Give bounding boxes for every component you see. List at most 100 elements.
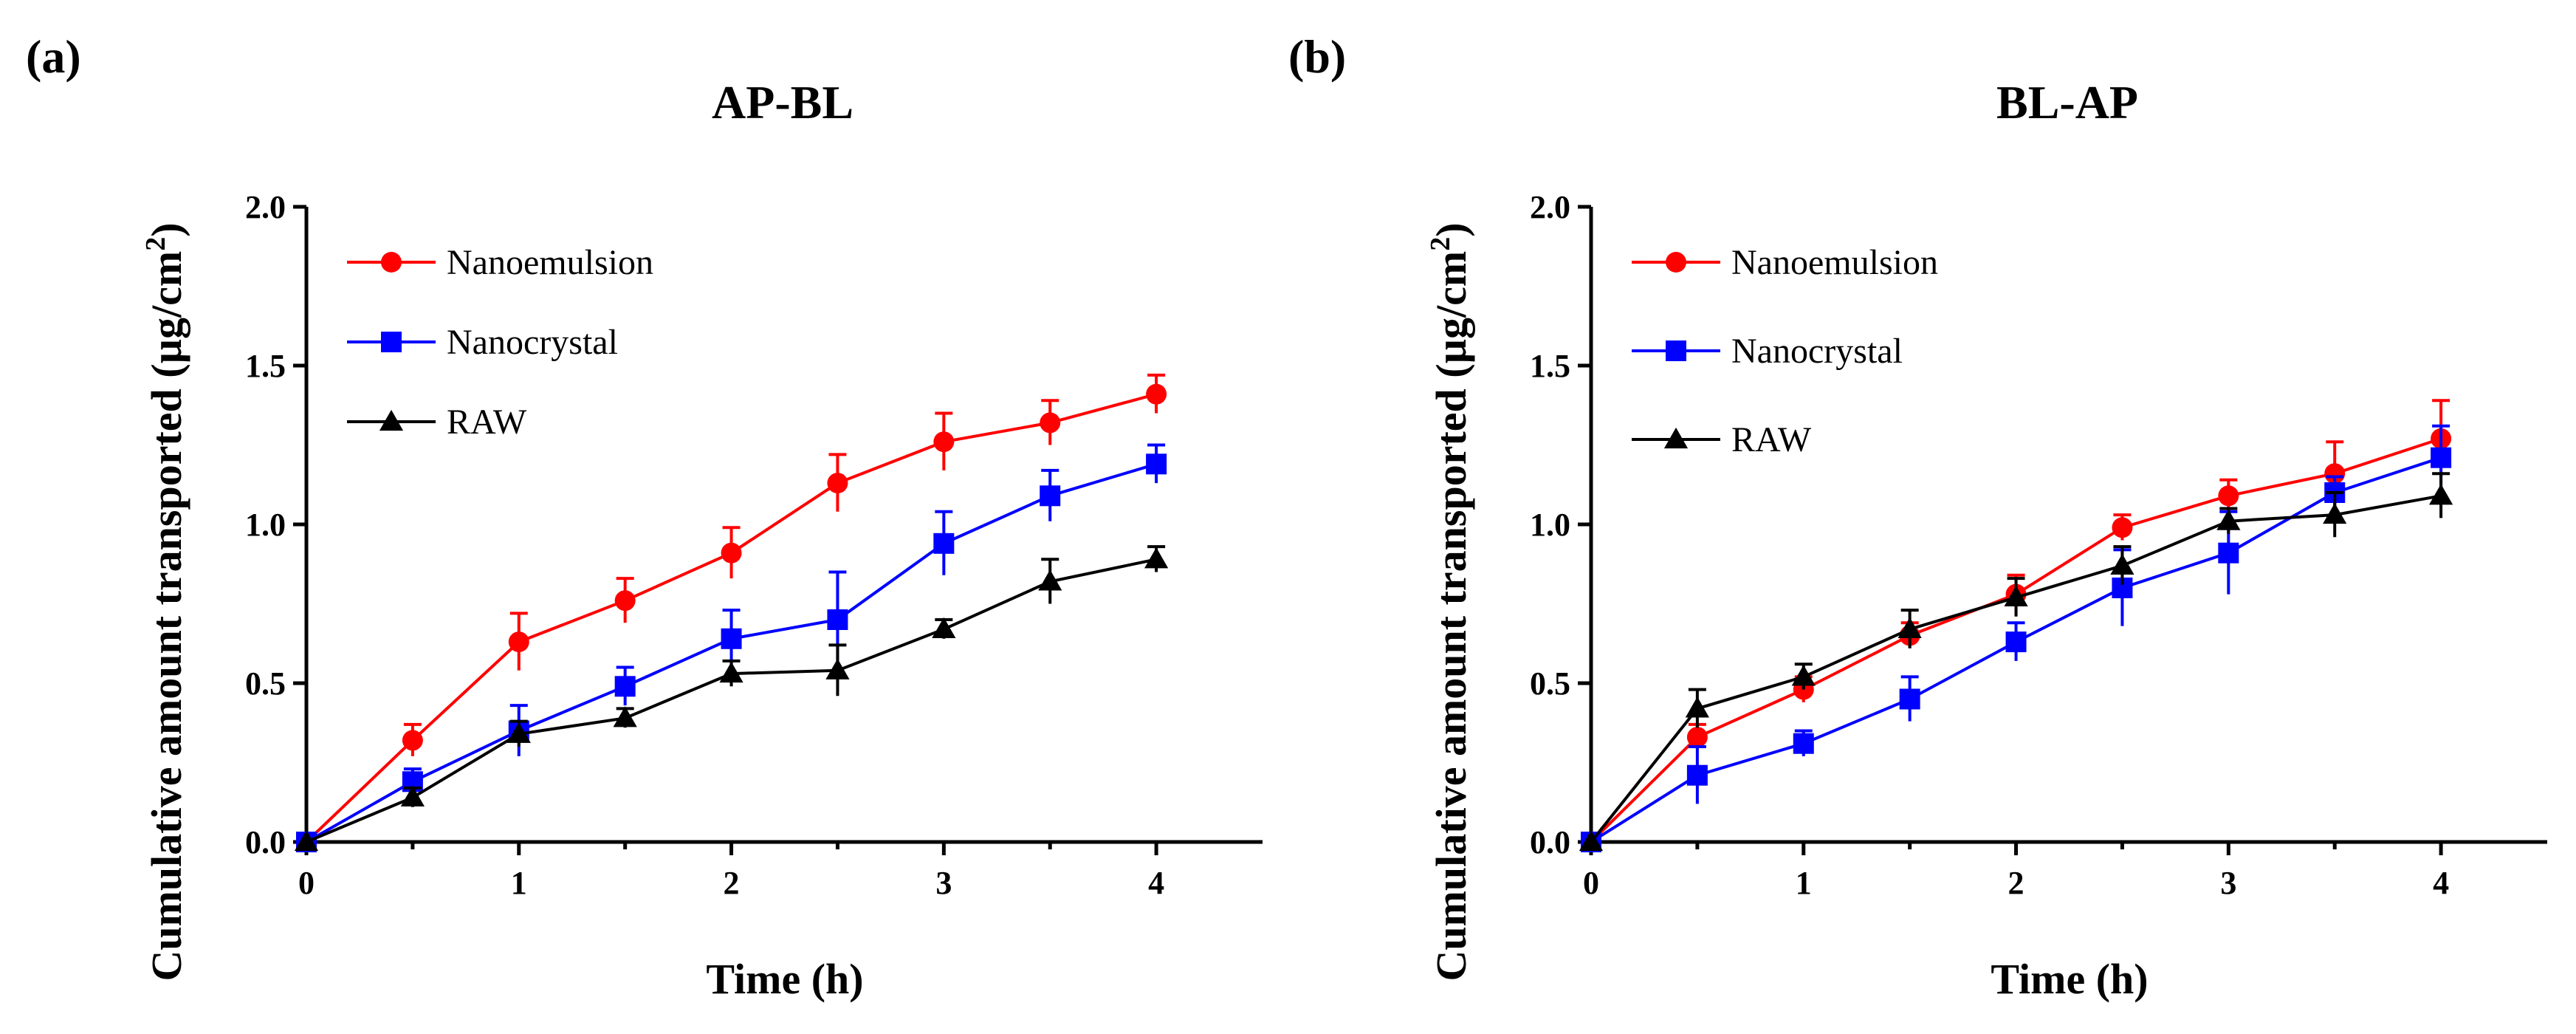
x-tick-label: 3 [935,865,952,901]
data-point-triangle [2323,503,2347,524]
x-tick-label: 1 [1796,865,1812,901]
legend: Nanoemulsion Nanocrystal RAW [1632,243,1938,459]
series-raw [294,545,1169,852]
legend: Nanoemulsion Nanocrystal RAW [347,243,653,442]
data-point-circle [721,542,742,564]
y-tick-label: 2.0 [245,189,286,225]
data-point-triangle [506,722,531,743]
series-raw [1579,472,2453,852]
data-point-circle [381,252,402,273]
data-point-triangle [1791,665,1816,686]
y-tick-label: 1.5 [1530,348,1570,384]
x-tick-label: 2 [724,865,740,901]
data-point-triangle [2110,553,2134,575]
data-point-triangle [719,662,743,683]
y-tick-label: 1.5 [245,348,286,384]
legend-label: RAW [1731,420,1812,459]
data-point-triangle [1144,547,1169,569]
legend-label: Nanocrystal [1731,332,1903,371]
legend-item: Nanoemulsion [1632,243,1938,282]
data-point-circle [1040,412,1061,434]
data-point-circle [2218,485,2239,507]
x-tick-label: 1 [511,865,527,901]
data-point-square [381,332,402,352]
axes: 0.0 0.5 1.0 1.5 2.0 0 1 2 3 4 [1530,189,2547,901]
y-tick-label: 0.5 [1530,665,1570,702]
x-axis-title: Time (h) [1991,955,2148,1003]
chart-title: AP-BL [712,76,853,129]
data-point-square [933,533,955,554]
data-point-circle [614,590,636,612]
data-point-square [1146,453,1167,475]
data-point-circle [933,431,955,453]
data-point-square [1040,485,1061,507]
data-point-circle [1666,252,1686,273]
x-tick-label: 4 [2433,865,2449,901]
data-point-triangle [613,706,637,727]
series-layer [294,373,1169,852]
legend-label: Nanoemulsion [447,243,653,282]
data-point-square [614,676,636,697]
series-nanocrystal [1581,424,2452,852]
data-point-square [2218,542,2239,564]
data-point-triangle [1038,569,1062,591]
data-point-triangle [2004,585,2028,606]
x-axis-title: Time (h) [706,955,863,1003]
legend-item: Nanoemulsion [347,243,653,282]
y-tick-label: 2.0 [1530,189,1570,225]
data-point-circle [827,473,848,494]
chart-title: BL-AP [1996,76,2138,129]
data-point-triangle [1685,696,1709,718]
y-axis-title: Cumulative amount transported (µg/cm2) [1425,222,1475,981]
data-point-triangle [932,617,956,638]
series-nanocrystal [296,443,1167,852]
legend-item: Nanocrystal [347,323,618,362]
data-point-circle [402,730,423,751]
chart-panel-b: (b) BL-AP Cumulative amount transported … [1288,30,2547,1003]
legend-label: RAW [447,403,527,442]
legend-item: Nanocrystal [1632,332,1903,371]
y-axis-title: Cumulative amount transported (µg/cm2) [140,222,190,981]
data-point-square [827,609,848,630]
data-point-triangle [825,658,850,679]
data-point-square [2431,447,2452,468]
series-line [1590,494,2442,843]
data-point-circle [2324,463,2346,485]
y-tick-label: 1.0 [245,507,286,543]
legend-label: Nanocrystal [447,323,618,362]
series-nanoemulsion [296,373,1167,852]
legend-item: RAW [347,403,527,442]
data-point-square [2005,631,2027,653]
data-point-circle [1146,383,1167,405]
x-tick-label: 3 [2220,865,2236,901]
series-line [306,558,1157,843]
x-tick-label: 4 [1148,865,1164,901]
data-point-square [1666,340,1686,361]
series-layer [1579,399,2453,852]
data-point-triangle [1579,829,1604,852]
x-tick-label: 2 [2008,865,2024,901]
panel-label: (a) [26,30,81,83]
panel-label: (b) [1288,30,1346,83]
y-tick-label: 1.0 [1530,507,1570,543]
data-point-triangle [379,409,404,431]
y-tick-label: 0.0 [245,824,286,860]
legend-item: RAW [1632,420,1812,459]
data-point-square [1899,688,1920,710]
data-point-triangle [1663,427,1689,449]
y-tick-label: 0.5 [245,665,286,702]
x-tick-label: 0 [298,865,315,901]
legend-label: Nanoemulsion [1731,243,1938,282]
data-point-circle [508,631,529,653]
data-point-square [721,628,742,649]
data-point-circle [1686,727,1708,748]
chart-panel-a: (a) AP-BL Cumulative amount transported … [26,30,1263,1003]
data-point-triangle [2429,484,2453,505]
axes: 0.0 0.5 1.0 1.5 2.0 0 1 2 3 4 [245,189,1263,901]
data-point-triangle [2216,509,2241,530]
data-point-triangle [1897,617,1922,638]
x-tick-label: 0 [1583,865,1599,901]
y-tick-label: 0.0 [1530,824,1570,860]
data-point-square [1686,764,1708,786]
